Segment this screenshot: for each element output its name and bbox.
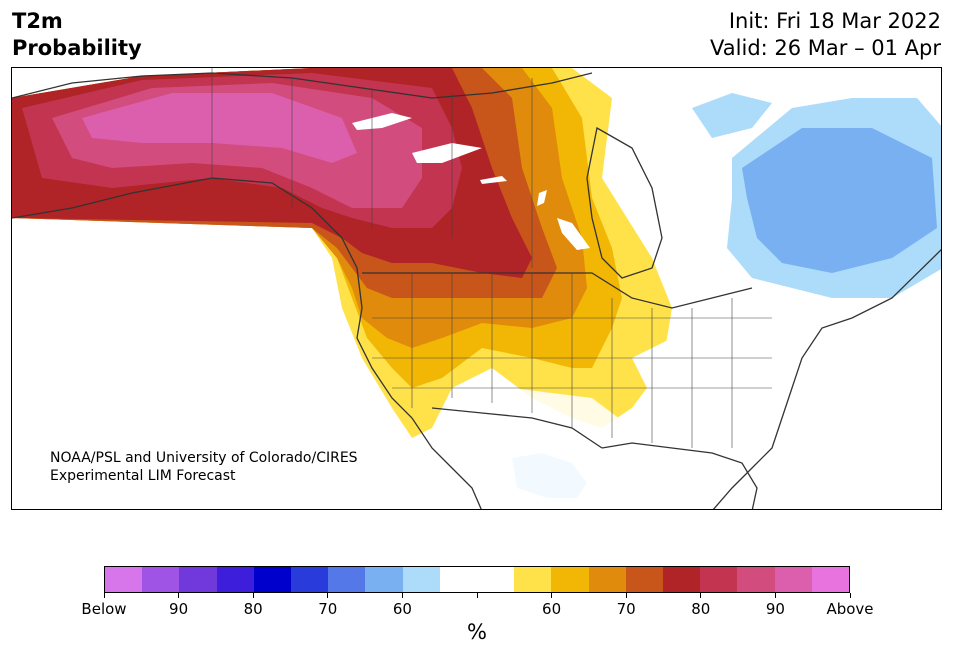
init-date: Init: Fri 18 Mar 2022 xyxy=(728,9,941,33)
colorbar-segment xyxy=(142,567,180,592)
colorbar-tick-label: Above xyxy=(826,600,874,618)
colorbar-tick xyxy=(401,593,403,598)
colorbar-segment xyxy=(216,567,254,592)
credit-line-2: Experimental LIM Forecast xyxy=(50,468,236,484)
colorbar-tick xyxy=(327,593,329,598)
map-canvas xyxy=(12,68,941,509)
colorbar-tick-label: 90 xyxy=(765,600,785,618)
great-slave-lake xyxy=(412,143,482,163)
probability-fields xyxy=(12,68,941,509)
colorbar-tick-label: 70 xyxy=(616,600,636,618)
colorbar-segment xyxy=(291,567,329,592)
colorbar-segment xyxy=(365,567,403,592)
great-bear-lake xyxy=(352,113,412,130)
lakes xyxy=(352,113,590,250)
colorbar-tick xyxy=(551,593,553,598)
colorbar-segment xyxy=(253,567,292,592)
credit-text: NOAA/PSL and University of Colorado/CIRE… xyxy=(50,449,358,485)
colorbar-tick xyxy=(476,593,478,598)
colorbar-tick-label: 90 xyxy=(169,600,189,618)
colorbar-segment xyxy=(737,567,775,592)
colorbar-tick-label: 70 xyxy=(318,600,338,618)
lake-winnipegosis xyxy=(537,190,547,206)
colorbar-tick xyxy=(178,593,180,598)
colorbar-tick xyxy=(849,593,851,598)
state-borders xyxy=(211,68,772,448)
colorbar-segment xyxy=(105,567,143,592)
colorbar-segment xyxy=(477,567,515,592)
colorbar-segment xyxy=(700,567,738,592)
colorbar-tick xyxy=(625,593,627,598)
colorbar-segment xyxy=(439,567,478,592)
probability-map: NOAA/PSL and University of Colorado/CIRE… xyxy=(11,67,942,510)
colorbar-segment xyxy=(774,567,812,592)
lake-winnipeg xyxy=(557,218,590,250)
west-coast xyxy=(12,177,482,509)
colorbar-segment xyxy=(625,567,664,592)
colorbar-segment xyxy=(588,567,626,592)
colorbar-tick-label: 80 xyxy=(243,600,263,618)
colorbar-tick xyxy=(700,593,702,598)
title-quantity: Probability xyxy=(12,36,142,60)
colorbar-tick-label: 60 xyxy=(542,600,562,618)
cold-baffin xyxy=(692,93,772,138)
neutral-mexico xyxy=(452,388,632,509)
credit-line-1: NOAA/PSL and University of Colorado/CIRE… xyxy=(50,450,358,466)
map-title: T2m Probability xyxy=(12,8,142,62)
colorbar-segment xyxy=(179,567,217,592)
lake-athabasca xyxy=(480,176,507,184)
hudson-bay xyxy=(586,126,663,279)
us-canada-border xyxy=(362,272,753,309)
colorbar-segment xyxy=(402,567,440,592)
colorbar-tick xyxy=(252,593,254,598)
arctic-coast xyxy=(12,72,593,99)
colorbar-tick-label: Below xyxy=(81,600,127,618)
warm-95-region xyxy=(82,93,357,163)
colorbar-unit: % xyxy=(467,620,487,644)
coastlines xyxy=(12,72,941,509)
title-variable: T2m xyxy=(12,9,63,33)
colorbar-segment xyxy=(663,567,701,592)
east-coast xyxy=(712,249,941,509)
forecast-dates: Init: Fri 18 Mar 2022 Valid: 26 Mar – 01… xyxy=(710,8,941,62)
colorbar-tick-label: 60 xyxy=(392,600,412,618)
colorbar-tick xyxy=(103,593,105,598)
colorbar-tick-label: 80 xyxy=(691,600,711,618)
colorbar-segment xyxy=(811,567,850,592)
us-mexico-border xyxy=(431,407,603,449)
colorbar-tick xyxy=(774,593,776,598)
colorbar-segment xyxy=(328,567,366,592)
cold-70-region xyxy=(742,128,937,273)
gulf-coast xyxy=(601,442,758,509)
valid-range: Valid: 26 Mar – 01 Apr xyxy=(710,36,941,60)
colorbar-segment xyxy=(514,567,552,592)
colorbar-segment xyxy=(551,567,589,592)
colorbar xyxy=(104,566,850,593)
neutral-southeast xyxy=(632,308,812,448)
